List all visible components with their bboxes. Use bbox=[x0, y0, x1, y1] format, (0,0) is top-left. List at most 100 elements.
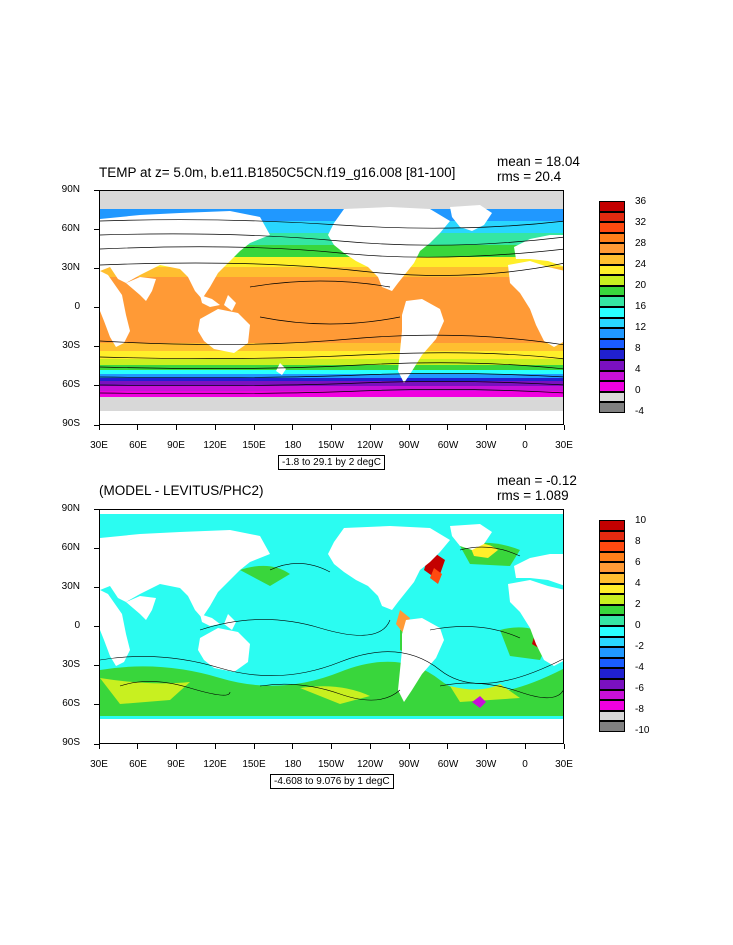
axis-tick bbox=[176, 425, 177, 430]
rms-label: rms = 1.089 bbox=[497, 488, 569, 503]
colorbar-swatch bbox=[599, 679, 625, 690]
colorbar-label: 10 bbox=[635, 515, 647, 526]
temperature-colorbar bbox=[599, 201, 625, 413]
colorbar-swatch bbox=[599, 562, 625, 573]
axis-tick bbox=[253, 744, 255, 749]
colorbar-swatch bbox=[599, 307, 625, 318]
axis-tick bbox=[94, 228, 99, 230]
lon-label: 150W bbox=[317, 440, 345, 451]
colorbar-label: 0 bbox=[635, 620, 641, 631]
colorbar-swatch bbox=[599, 232, 625, 244]
colorbar-swatch bbox=[599, 254, 625, 265]
colorbar-swatch bbox=[599, 551, 625, 563]
temperature-map bbox=[99, 190, 564, 425]
colorbar-label: 20 bbox=[635, 280, 647, 291]
colorbar-label: 2 bbox=[635, 599, 641, 610]
lon-label: 90W bbox=[398, 759, 420, 770]
axis-tick bbox=[94, 424, 99, 426]
colorbar-swatch bbox=[599, 296, 625, 307]
colorbar-swatch bbox=[599, 222, 625, 233]
colorbar-swatch bbox=[599, 594, 625, 605]
colorbar-label: -2 bbox=[635, 641, 644, 652]
colorbar-swatch bbox=[599, 317, 625, 329]
colorbar-label: 36 bbox=[635, 196, 647, 207]
axis-tick bbox=[563, 744, 565, 749]
colorbar-label: -6 bbox=[635, 683, 644, 694]
colorbar-swatch bbox=[599, 668, 625, 679]
axis-tick bbox=[331, 425, 332, 430]
lon-label: 90W bbox=[398, 440, 420, 451]
axis-tick bbox=[98, 744, 100, 749]
colorbar-swatch bbox=[599, 328, 625, 339]
lon-label: 90E bbox=[167, 440, 185, 451]
contour-range-note: -1.8 to 29.1 by 2 degC bbox=[278, 455, 385, 470]
contour-range-note: -4.608 to 9.076 by 1 degC bbox=[270, 774, 394, 789]
colorbar-label: 24 bbox=[635, 259, 647, 270]
colorbar-swatch bbox=[599, 647, 625, 658]
colorbar-swatch bbox=[599, 573, 625, 584]
colorbar-swatch bbox=[599, 615, 625, 626]
colorbar-swatch bbox=[599, 583, 625, 595]
axis-tick bbox=[331, 744, 332, 749]
axis-tick bbox=[524, 425, 526, 430]
lon-label: 120E bbox=[203, 759, 227, 770]
mean-label: mean = -0.12 bbox=[497, 473, 577, 488]
lat-label: 90N bbox=[61, 503, 80, 514]
lon-label: 60W bbox=[437, 440, 459, 451]
axis-tick bbox=[94, 665, 99, 667]
colorbar-label: 16 bbox=[635, 301, 647, 312]
colorbar-label: 0 bbox=[635, 385, 641, 396]
axis-tick bbox=[94, 189, 99, 191]
lon-label: 180 bbox=[284, 440, 302, 451]
axis-tick bbox=[176, 744, 177, 749]
axis-tick bbox=[214, 425, 216, 430]
axis-tick bbox=[137, 425, 139, 430]
lat-label: 90N bbox=[61, 184, 80, 195]
axis-tick bbox=[292, 744, 294, 749]
rms-label: rms = 20.4 bbox=[497, 169, 562, 184]
lon-label: 30W bbox=[475, 440, 497, 451]
lon-label: 150E bbox=[242, 440, 266, 451]
axis-tick bbox=[94, 547, 99, 549]
colorbar-swatch bbox=[599, 657, 625, 669]
lat-label: 30N bbox=[61, 581, 80, 592]
axis-tick bbox=[94, 385, 99, 387]
colorbar-swatch bbox=[599, 541, 625, 552]
axis-tick bbox=[94, 626, 99, 627]
axis-tick bbox=[408, 425, 410, 430]
lat-label: 90S bbox=[62, 737, 80, 748]
colorbar-swatch bbox=[599, 360, 625, 371]
colorbar-label: -10 bbox=[635, 725, 650, 736]
axis-tick bbox=[94, 307, 99, 308]
lat-label: 60S bbox=[62, 698, 80, 709]
colorbar-swatch bbox=[599, 530, 625, 542]
lon-label: 60W bbox=[437, 759, 459, 770]
colorbar-label: -4 bbox=[635, 406, 644, 417]
axis-tick bbox=[563, 425, 565, 430]
axis-tick bbox=[137, 744, 139, 749]
axis-tick bbox=[524, 744, 526, 749]
mean-label: mean = 18.04 bbox=[497, 154, 580, 169]
lon-label: 90E bbox=[167, 759, 185, 770]
lon-label: 120E bbox=[203, 440, 227, 451]
colorbar-swatch bbox=[599, 402, 625, 413]
lat-label: 60N bbox=[61, 542, 80, 553]
colorbar-swatch bbox=[599, 370, 625, 382]
colorbar-label: -8 bbox=[635, 704, 644, 715]
lon-label: 120W bbox=[356, 440, 384, 451]
axis-tick bbox=[447, 425, 449, 430]
colorbar-swatch bbox=[599, 391, 625, 403]
axis-tick bbox=[486, 744, 487, 749]
lon-label: 60E bbox=[129, 440, 147, 451]
lon-label: 150E bbox=[242, 759, 266, 770]
axis-tick bbox=[94, 267, 99, 269]
colorbar-swatch bbox=[599, 264, 625, 276]
colorbar-swatch bbox=[599, 243, 625, 254]
lat-label: 30S bbox=[62, 340, 80, 351]
colorbar-swatch bbox=[599, 285, 625, 297]
colorbar-swatch bbox=[599, 604, 625, 616]
colorbar-swatch bbox=[599, 520, 625, 531]
colorbar-swatch bbox=[599, 211, 625, 223]
colorbar-swatch bbox=[599, 349, 625, 360]
lon-label: 30E bbox=[555, 759, 573, 770]
